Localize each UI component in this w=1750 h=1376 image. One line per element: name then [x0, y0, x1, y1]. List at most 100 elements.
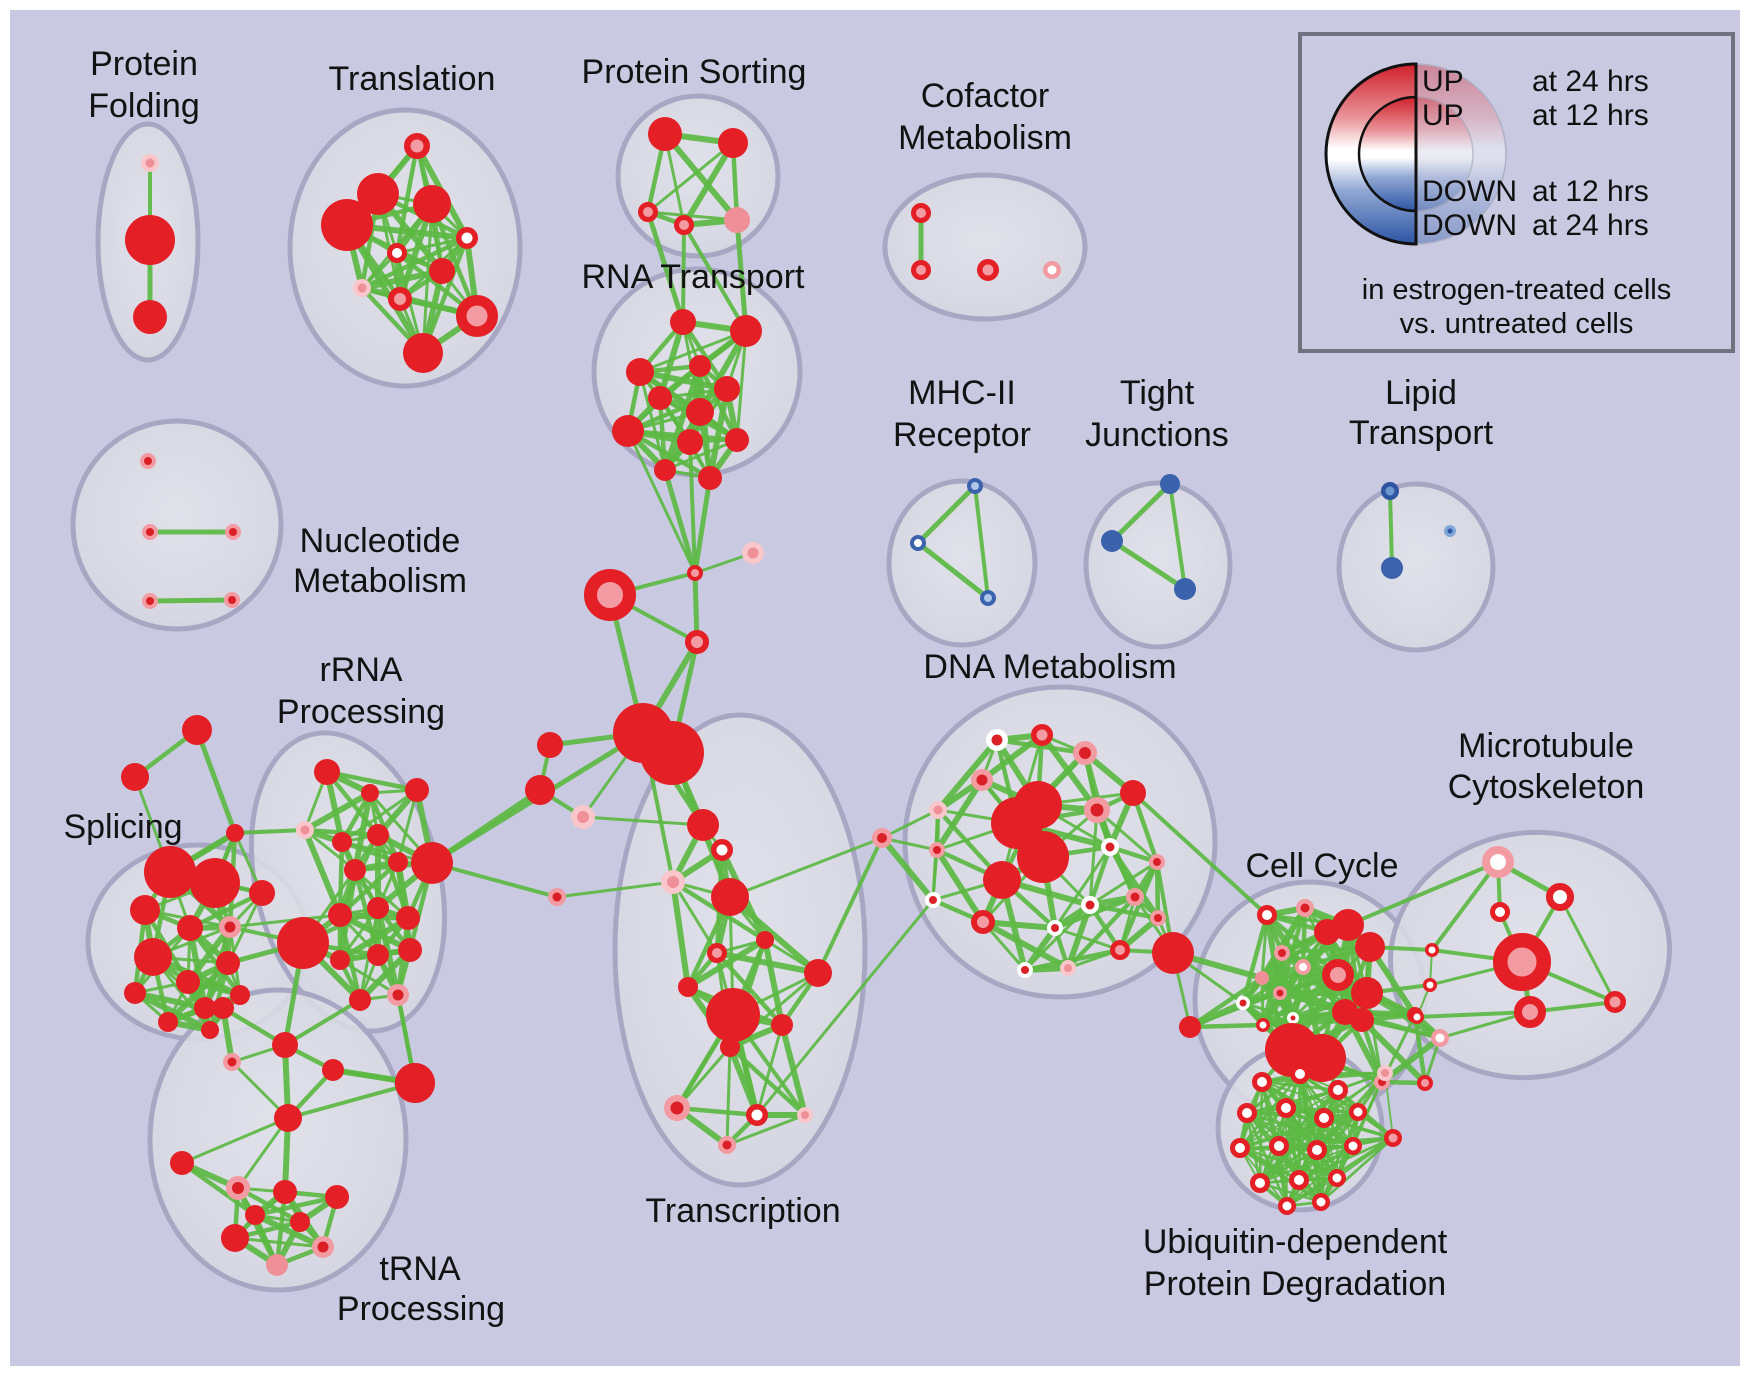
- gene-node: [398, 938, 422, 962]
- edge: [681, 223, 686, 324]
- gene-node: [983, 861, 1021, 899]
- gene-node: [395, 1063, 435, 1103]
- edge: [626, 429, 697, 575]
- gene-node: [405, 778, 429, 802]
- edge: [1168, 482, 1187, 591]
- cluster-label-translation: Translation: [329, 60, 496, 98]
- gene-node: [344, 859, 366, 881]
- gene-node: [221, 1224, 249, 1252]
- edge: [1109, 481, 1173, 544]
- gene-node: [290, 1212, 310, 1232]
- edge: [915, 483, 978, 546]
- cluster-label-nucleotide: Metabolism: [293, 562, 467, 600]
- gene-node: [648, 386, 672, 410]
- edge: [755, 898, 935, 1117]
- gene-node: [201, 1021, 219, 1039]
- edge: [934, 847, 986, 925]
- gene-node: [1493, 933, 1551, 991]
- edge: [1297, 1144, 1355, 1182]
- gene-node: [756, 931, 774, 949]
- edge: [359, 268, 445, 291]
- gene-node: [388, 852, 408, 872]
- gene-node: [1351, 977, 1383, 1009]
- gene-node: [388, 287, 412, 311]
- gene-node: [158, 1012, 178, 1032]
- edge: [979, 732, 1045, 783]
- gene-node: [170, 1151, 194, 1175]
- gene-node: [1017, 962, 1033, 978]
- gene-node: [771, 1014, 793, 1036]
- gene-node: [725, 428, 749, 452]
- gene-node: [322, 1059, 344, 1081]
- gene-node: [977, 259, 999, 281]
- edge: [638, 329, 748, 374]
- edge: [973, 484, 990, 600]
- gene-node: [224, 592, 240, 608]
- gene-node: [249, 880, 275, 906]
- edge: [147, 597, 235, 604]
- edge: [734, 217, 749, 334]
- legend-direction-label: UP: [1422, 65, 1464, 98]
- edge: [1065, 894, 1138, 971]
- legend-caption-line1: in estrogen-treated cells: [1361, 274, 1672, 306]
- edge: [1238, 1106, 1288, 1150]
- gene-node: [711, 878, 749, 916]
- gene-node: [1174, 578, 1196, 600]
- gene-node: [296, 821, 314, 839]
- gene-node: [1152, 932, 1194, 974]
- edge: [1558, 895, 1617, 1004]
- gene-node: [396, 906, 420, 930]
- gene-node: [413, 185, 451, 223]
- gene-node: [225, 524, 241, 540]
- edge: [430, 861, 559, 899]
- edge: [1335, 1071, 1387, 1180]
- gene-node: [1110, 940, 1130, 960]
- edge: [283, 998, 362, 1047]
- gene-node: [1295, 959, 1311, 975]
- gene-node: [1298, 1034, 1346, 1082]
- gene-node: [720, 1037, 740, 1057]
- gene-node: [125, 215, 175, 265]
- gene-node: [689, 355, 711, 377]
- gene-node: [367, 824, 389, 846]
- edge: [180, 1116, 290, 1165]
- edge: [581, 815, 705, 827]
- cluster-label-trna: tRNA: [379, 1250, 461, 1288]
- edge: [935, 737, 1000, 813]
- gene-node: [456, 295, 498, 337]
- cluster-ellipse-transcription: [612, 712, 868, 1188]
- gene-node: [121, 763, 149, 791]
- gene-node: [640, 721, 704, 785]
- gene-node: [1312, 1193, 1330, 1211]
- gene-node: [124, 982, 146, 1004]
- gene-node: [1444, 525, 1456, 537]
- gene-node: [182, 715, 212, 745]
- gene-node: [140, 453, 156, 469]
- gene-node: [1101, 530, 1123, 552]
- gene-node: [678, 977, 698, 997]
- edge: [645, 209, 686, 325]
- gene-node: [626, 358, 654, 386]
- gene-node: [698, 466, 722, 490]
- gene-node: [674, 215, 694, 235]
- gene-node: [274, 1104, 302, 1132]
- cluster-labels: Protein Folding Translation Protein Sorting…: [63, 45, 1644, 1328]
- gene-node: [1322, 959, 1354, 991]
- gene-node: [1269, 1136, 1289, 1156]
- gene-node: [872, 828, 892, 848]
- gene-node: [929, 842, 945, 858]
- edge: [681, 140, 736, 228]
- gene-node: [216, 951, 240, 975]
- gene-node: [1410, 1010, 1424, 1024]
- cluster-label-cellcycle: Cell Cycle: [1245, 847, 1398, 885]
- gene-node: [277, 917, 329, 969]
- edge: [1278, 1072, 1386, 1147]
- gene-node: [911, 260, 931, 280]
- gene-node: [1256, 1018, 1270, 1032]
- cluster-label-mhc: MHC-II: [908, 374, 1016, 412]
- cluster-label-dna: DNA Metabolism: [923, 648, 1176, 686]
- edge: [1319, 1136, 1395, 1204]
- gene-node: [910, 535, 926, 551]
- edge: [1360, 1018, 1442, 1040]
- edge: [1022, 925, 1058, 973]
